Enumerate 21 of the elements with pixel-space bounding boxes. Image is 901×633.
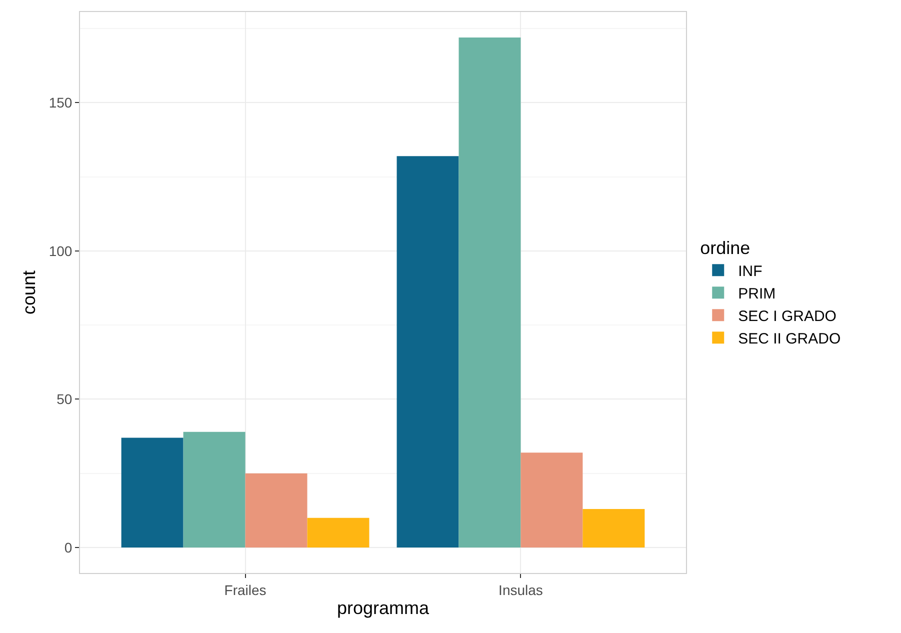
x-axis-title: programma: [336, 598, 430, 618]
y-tick-label: 50: [56, 391, 72, 408]
legend-label: PRIM: [738, 286, 776, 302]
x-tick-label: Insulas: [498, 582, 543, 598]
bar: [183, 432, 246, 548]
bar: [245, 473, 308, 548]
bar: [458, 38, 521, 548]
y-tick-label: 100: [48, 242, 72, 259]
legend-label: SEC II GRADO: [738, 330, 841, 348]
y-tick-label: 150: [48, 94, 72, 111]
x-tick-label: Frailes: [224, 582, 266, 598]
y-axis-title: count: [19, 270, 40, 315]
bar: [520, 452, 583, 548]
legend-label: INF: [738, 263, 762, 280]
bar: [396, 156, 459, 548]
bar: [307, 518, 370, 548]
y-tick-label: 0: [64, 539, 72, 556]
legend-title: ordine: [700, 238, 750, 258]
bar: [582, 508, 645, 548]
legend-label: SEC I GRADO: [738, 308, 836, 325]
bar: [121, 438, 184, 548]
